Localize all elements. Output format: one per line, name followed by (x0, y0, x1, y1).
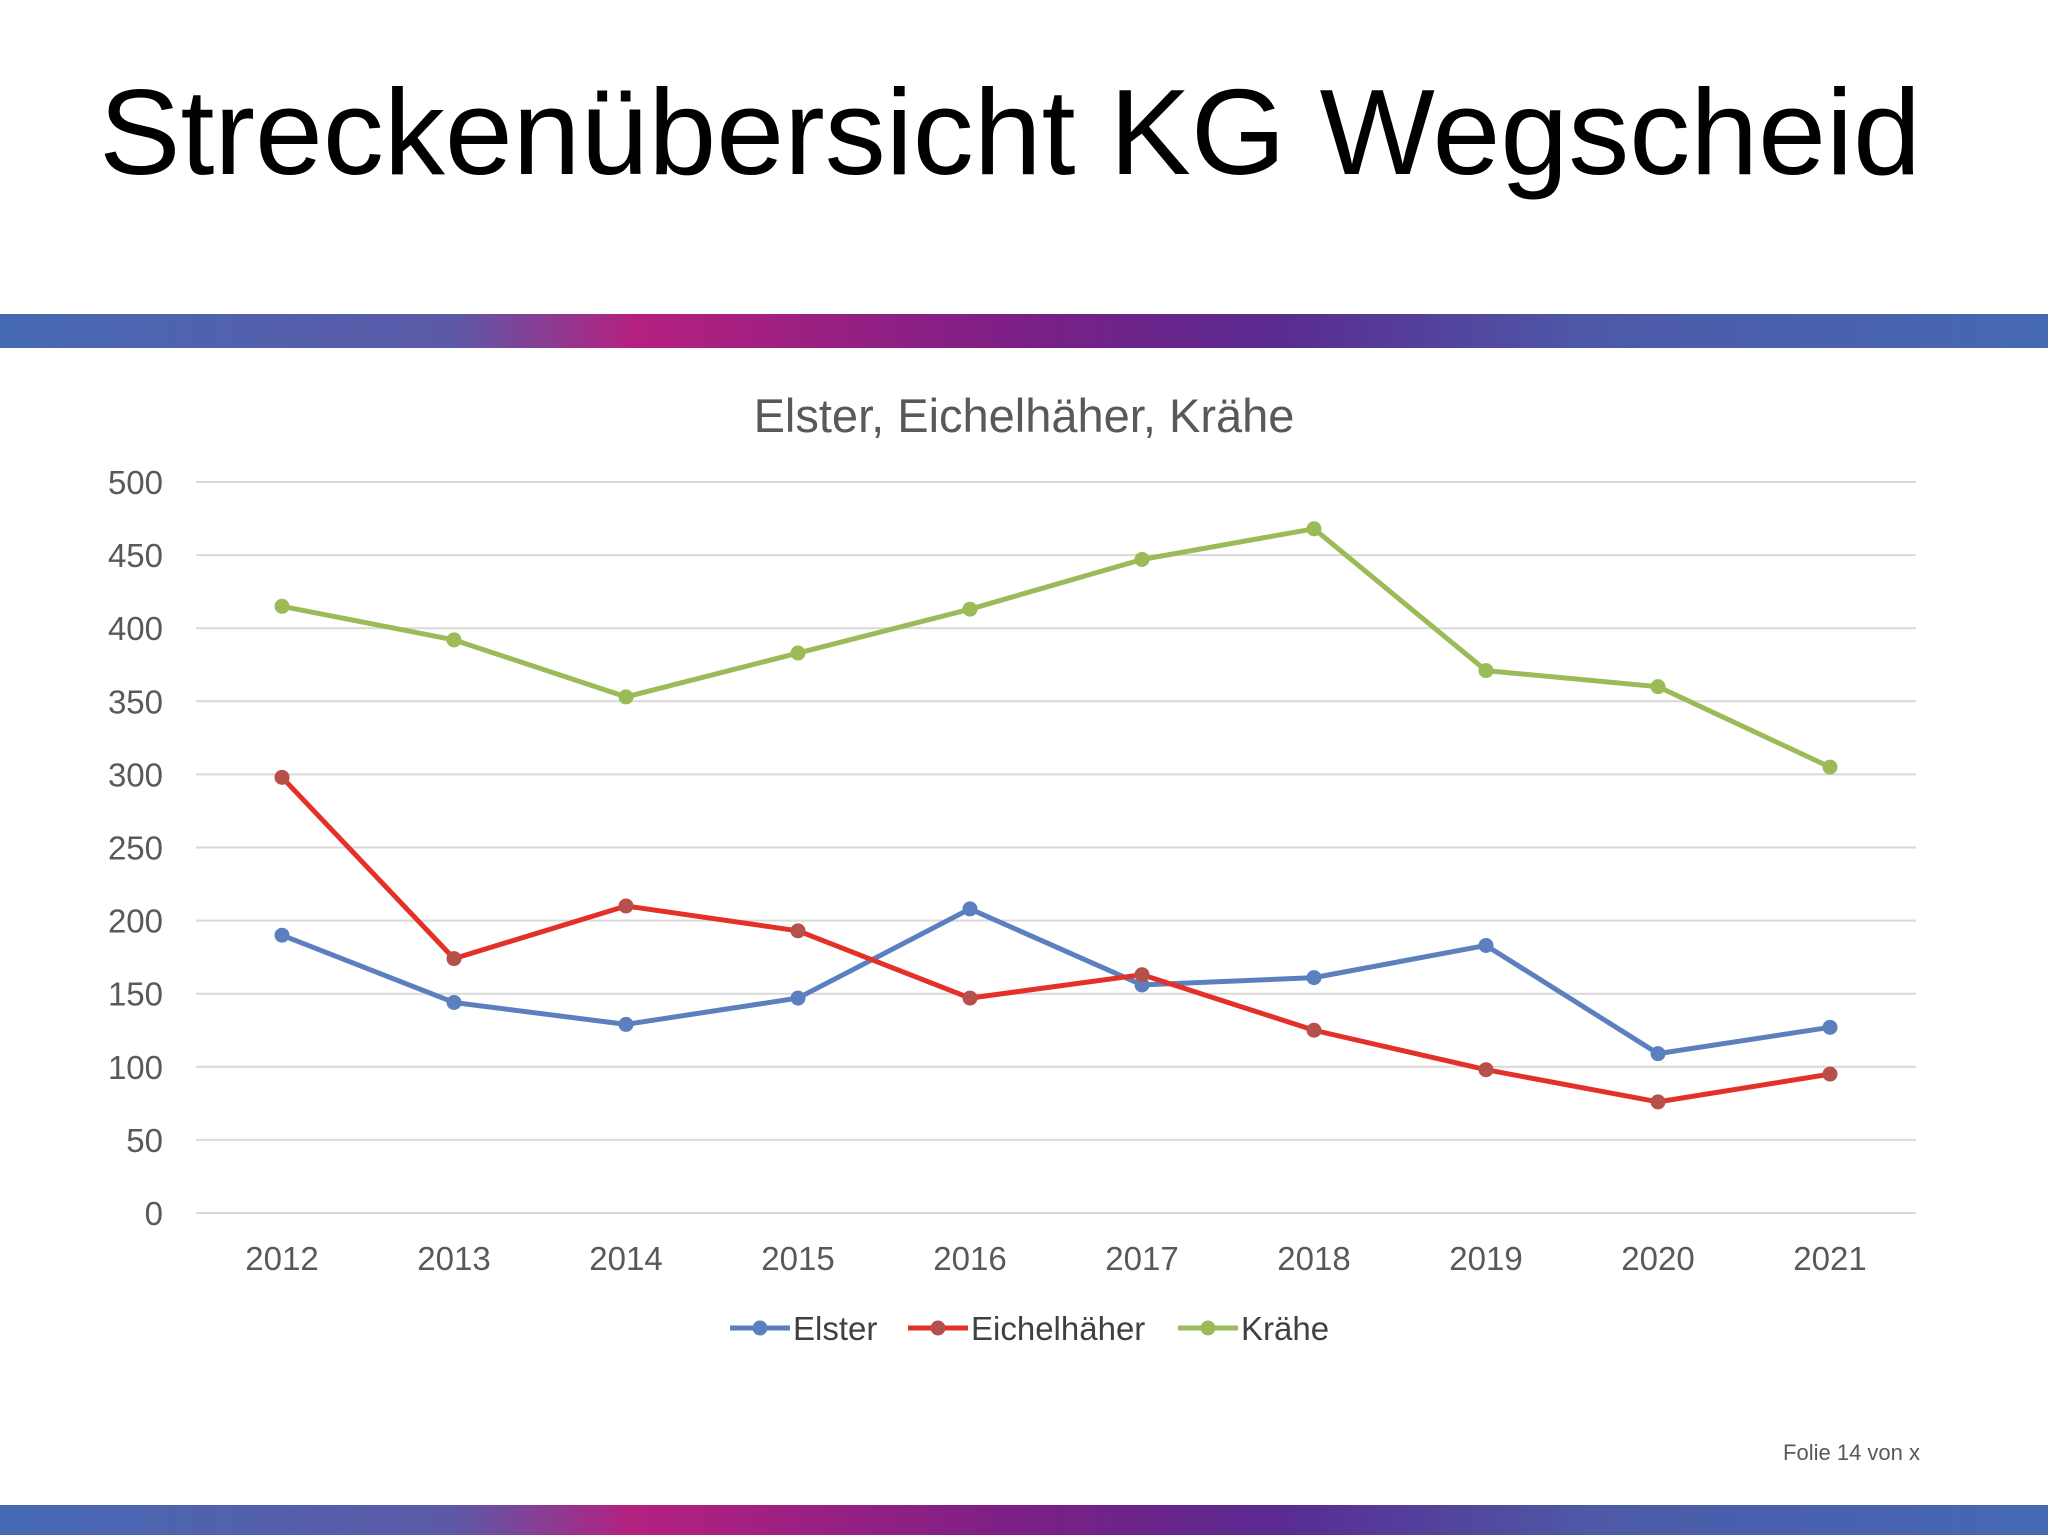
x-tick-label: 2015 (761, 1240, 834, 1277)
data-point (1478, 1062, 1494, 1078)
series-line (279, 774, 1833, 1105)
series-krähe (274, 521, 1838, 775)
y-axis-tick-labels: 0 50 100 150 200 250 300 350 400 450 500 (108, 464, 163, 1232)
y-tick-label: 300 (108, 756, 163, 793)
data-point (618, 689, 634, 705)
x-tick-label: 2012 (245, 1240, 318, 1277)
y-tick-label: 250 (108, 830, 163, 867)
data-point (1822, 759, 1838, 775)
data-point (274, 927, 290, 943)
legend-swatch-marker (752, 1320, 768, 1336)
series-eichelhäher (274, 769, 1838, 1110)
y-tick-label: 400 (108, 610, 163, 647)
x-tick-label: 2013 (417, 1240, 490, 1277)
data-point (618, 898, 634, 914)
data-point (1306, 970, 1322, 986)
legend-item: Eichelhäher (908, 1310, 1145, 1347)
data-point (1650, 1094, 1666, 1110)
x-tick-label: 2021 (1793, 1240, 1866, 1277)
y-tick-label: 150 (108, 976, 163, 1013)
legend-label: Elster (793, 1310, 877, 1347)
bottom-decorative-band (0, 1505, 2048, 1535)
data-point (1134, 967, 1150, 983)
legend-swatch-marker (1200, 1320, 1216, 1336)
x-tick-label: 2016 (933, 1240, 1006, 1277)
data-point (1478, 937, 1494, 953)
data-point (446, 632, 462, 648)
y-tick-label: 200 (108, 903, 163, 940)
series-line (279, 526, 1833, 770)
slide-footer: Folie 14 von x (1783, 1440, 1920, 1465)
x-axis-tick-labels: 2012 2013 2014 2015 2016 2017 2018 2019 2020 2021 (245, 1240, 1866, 1277)
data-point (1822, 1066, 1838, 1082)
legend: Elster Eichelhäher Krähe (730, 1310, 1329, 1347)
slide-title: Streckenübersicht KG Wegscheid (99, 64, 1921, 200)
data-point (1650, 1046, 1666, 1062)
data-point (790, 923, 806, 939)
legend-label: Krähe (1241, 1310, 1329, 1347)
data-point (618, 1016, 634, 1032)
x-tick-label: 2014 (589, 1240, 662, 1277)
data-point (274, 598, 290, 614)
y-tick-label: 350 (108, 683, 163, 720)
data-point (1134, 551, 1150, 567)
data-point (790, 990, 806, 1006)
y-tick-label: 450 (108, 537, 163, 574)
y-tick-label: 500 (108, 464, 163, 501)
data-point (1650, 679, 1666, 695)
x-tick-label: 2018 (1277, 1240, 1350, 1277)
data-point (1822, 1019, 1838, 1035)
y-tick-label: 50 (126, 1122, 163, 1159)
legend-item: Elster (730, 1310, 877, 1347)
x-tick-label: 2017 (1105, 1240, 1178, 1277)
data-point (962, 601, 978, 617)
x-tick-label: 2020 (1621, 1240, 1694, 1277)
data-point (790, 645, 806, 661)
data-point (446, 994, 462, 1010)
series-elster (274, 901, 1838, 1062)
data-point (274, 769, 290, 785)
data-point (962, 901, 978, 917)
legend-item: Krähe (1178, 1310, 1329, 1347)
x-tick-label: 2019 (1449, 1240, 1522, 1277)
top-decorative-band (0, 314, 2048, 348)
data-point (446, 951, 462, 967)
series-line (279, 906, 1833, 1057)
chart-title: Elster, Eichelhäher, Krähe (754, 389, 1295, 442)
data-point (1306, 521, 1322, 537)
data-point (1306, 1022, 1322, 1038)
line-chart: Elster, Eichelhäher, Krähe 0 50 100 150 200 2… (108, 389, 1916, 1347)
legend-label: Eichelhäher (971, 1310, 1145, 1347)
series-lines (274, 521, 1838, 1110)
y-tick-label: 100 (108, 1049, 163, 1086)
legend-swatch-marker (930, 1320, 946, 1336)
y-tick-label: 0 (145, 1195, 163, 1232)
data-point (1478, 663, 1494, 679)
data-point (962, 990, 978, 1006)
gridlines (196, 481, 1916, 1214)
